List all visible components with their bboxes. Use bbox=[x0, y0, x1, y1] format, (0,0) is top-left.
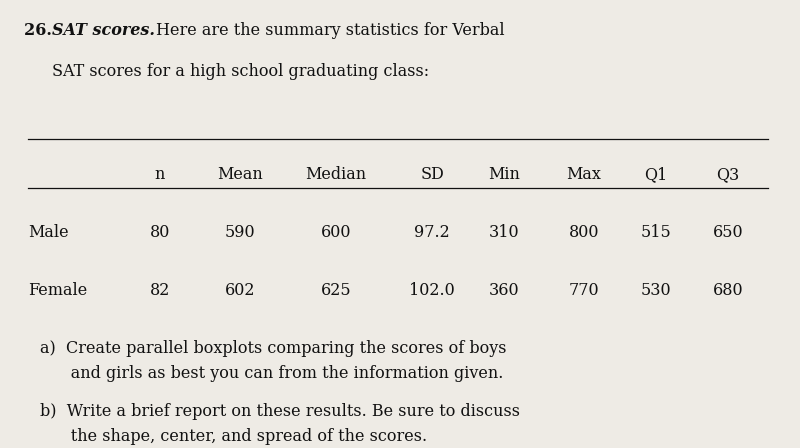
Text: 360: 360 bbox=[489, 282, 519, 299]
Text: n: n bbox=[155, 166, 165, 183]
Text: 800: 800 bbox=[569, 224, 599, 241]
Text: Min: Min bbox=[488, 166, 520, 183]
Text: Here are the summary statistics for Verbal: Here are the summary statistics for Verb… bbox=[156, 22, 505, 39]
Text: 530: 530 bbox=[641, 282, 671, 299]
Text: 650: 650 bbox=[713, 224, 743, 241]
Text: 310: 310 bbox=[489, 224, 519, 241]
Text: 590: 590 bbox=[225, 224, 255, 241]
Text: 97.2: 97.2 bbox=[414, 224, 450, 241]
Text: 770: 770 bbox=[569, 282, 599, 299]
Text: Female: Female bbox=[28, 282, 87, 299]
Text: Median: Median bbox=[306, 166, 366, 183]
Text: 680: 680 bbox=[713, 282, 743, 299]
Text: Max: Max bbox=[566, 166, 602, 183]
Text: b)  Write a brief report on these results. Be sure to discuss
      the shape, c: b) Write a brief report on these results… bbox=[40, 403, 520, 445]
Text: 26.: 26. bbox=[24, 22, 58, 39]
Text: 602: 602 bbox=[225, 282, 255, 299]
Text: SAT scores.: SAT scores. bbox=[52, 22, 155, 39]
Text: a)  Create parallel boxplots comparing the scores of boys
      and girls as bes: a) Create parallel boxplots comparing th… bbox=[40, 340, 506, 382]
Text: 82: 82 bbox=[150, 282, 170, 299]
Text: 625: 625 bbox=[321, 282, 351, 299]
Text: SAT scores for a high school graduating class:: SAT scores for a high school graduating … bbox=[52, 63, 429, 80]
Text: Q3: Q3 bbox=[716, 166, 740, 183]
Text: 80: 80 bbox=[150, 224, 170, 241]
Text: Q1: Q1 bbox=[644, 166, 668, 183]
Text: 515: 515 bbox=[641, 224, 671, 241]
Text: 600: 600 bbox=[321, 224, 351, 241]
Text: Male: Male bbox=[28, 224, 69, 241]
Text: SD: SD bbox=[420, 166, 444, 183]
Text: Mean: Mean bbox=[217, 166, 263, 183]
Text: 102.0: 102.0 bbox=[409, 282, 455, 299]
